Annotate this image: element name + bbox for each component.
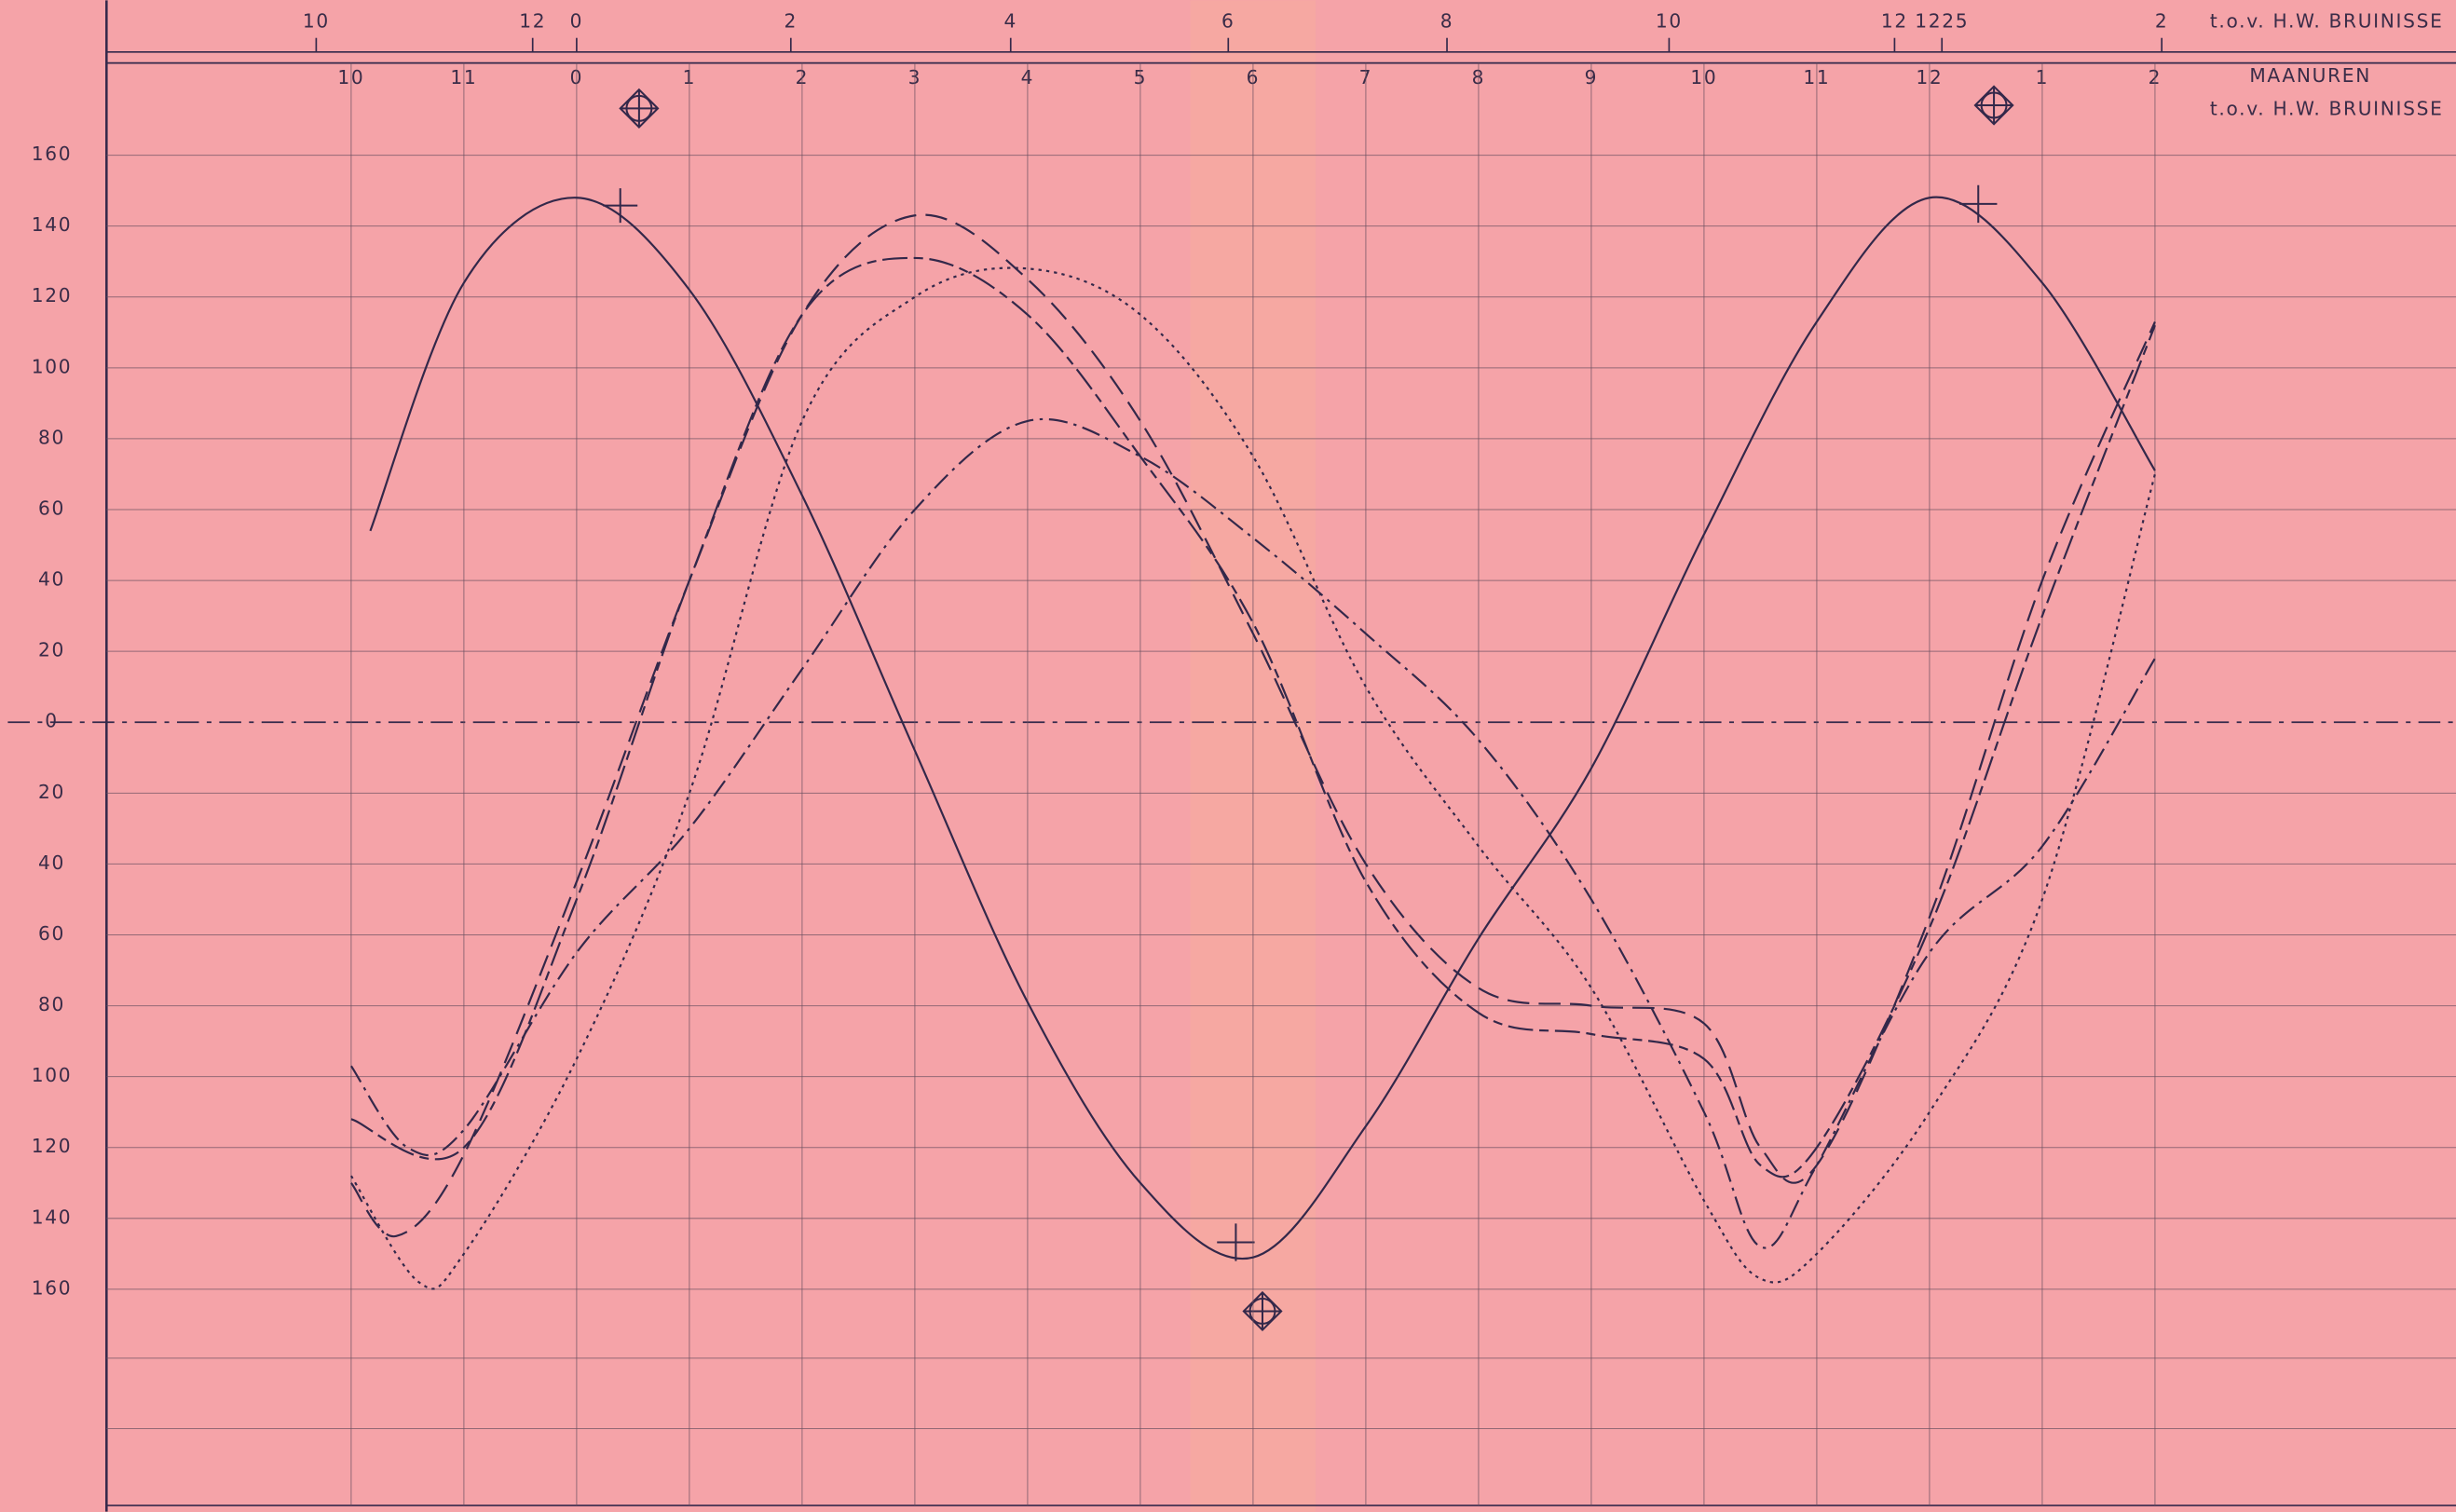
y-tick-label: 20 <box>38 639 65 661</box>
x-tick-label: 3 <box>908 66 922 89</box>
tide-curve <box>350 213 2156 1237</box>
tide-curve <box>350 256 2156 1178</box>
y-tick-label: 40 <box>38 851 65 874</box>
x-tick-label: 8 <box>1472 66 1486 89</box>
x-tick-label: 7 <box>1359 66 1373 89</box>
x-tick-label: 1 <box>2036 66 2050 89</box>
x2-tick-label: 0 <box>570 9 584 32</box>
x-tick-label: 12 <box>1916 66 1943 89</box>
x-tick-label: 2 <box>796 66 810 89</box>
x2-tick-label: 6 <box>1221 9 1235 32</box>
x-tick-label: 0 <box>570 66 584 89</box>
x-tick-label: 11 <box>450 66 477 89</box>
y-tick-label: 100 <box>32 1064 73 1086</box>
x2-tick-label: 8 <box>1440 9 1454 32</box>
y-tick-label: 60 <box>38 922 65 945</box>
x2-tick-label: 12 <box>519 9 546 32</box>
x2-tick-label: 10 <box>303 9 330 32</box>
x2-tick-label: 10 <box>1656 9 1683 32</box>
axis-annotation: t.o.v. H.W. BRUINISSE <box>2210 9 2444 32</box>
y-tick-label: 100 <box>32 355 73 377</box>
tide-curve <box>349 266 2156 1290</box>
y-tick-label: 160 <box>32 143 73 165</box>
hw-markers <box>603 85 2014 1332</box>
y-tick-label: 60 <box>38 497 65 520</box>
x-tick-label: 4 <box>1021 66 1035 89</box>
x2-tick-label: 4 <box>1003 9 1017 32</box>
x2-tick-label: 2 <box>785 9 798 32</box>
x-tick-label: 6 <box>1247 66 1261 89</box>
x-tick-label: 9 <box>1585 66 1599 89</box>
y-tick-label: 140 <box>32 1206 73 1228</box>
x-tick-label: 10 <box>1690 66 1717 89</box>
x-tick-label: 11 <box>1803 66 1830 89</box>
y-tick-label: 120 <box>32 1135 73 1157</box>
y-tick-label: 80 <box>38 993 65 1015</box>
x-tick-label: 10 <box>337 66 364 89</box>
y-tick-label: 20 <box>38 781 65 803</box>
y-tick-label: 140 <box>32 213 73 236</box>
y-tick-label: 40 <box>38 568 65 591</box>
x-tick-label: 1 <box>683 66 697 89</box>
tide-curve <box>349 417 2156 1249</box>
x2-tick-label: 12 <box>1881 9 1908 32</box>
tide-curve <box>369 196 2156 1260</box>
axis-annotation: t.o.v. H.W. BRUINISSE <box>2210 98 2444 120</box>
x2-tick-label: 1225 <box>1915 9 1969 32</box>
axis-annotation: MAANUREN <box>2249 64 2371 87</box>
y-tick-label: 160 <box>32 1276 73 1299</box>
x2-tick-label: 2 <box>2155 9 2169 32</box>
y-tick-label: 120 <box>32 284 73 306</box>
x-tick-label: 2 <box>2149 66 2163 89</box>
y-tick-label: 0 <box>45 710 59 732</box>
y-tick-label: 80 <box>38 426 65 448</box>
x-tick-label: 5 <box>1134 66 1148 89</box>
